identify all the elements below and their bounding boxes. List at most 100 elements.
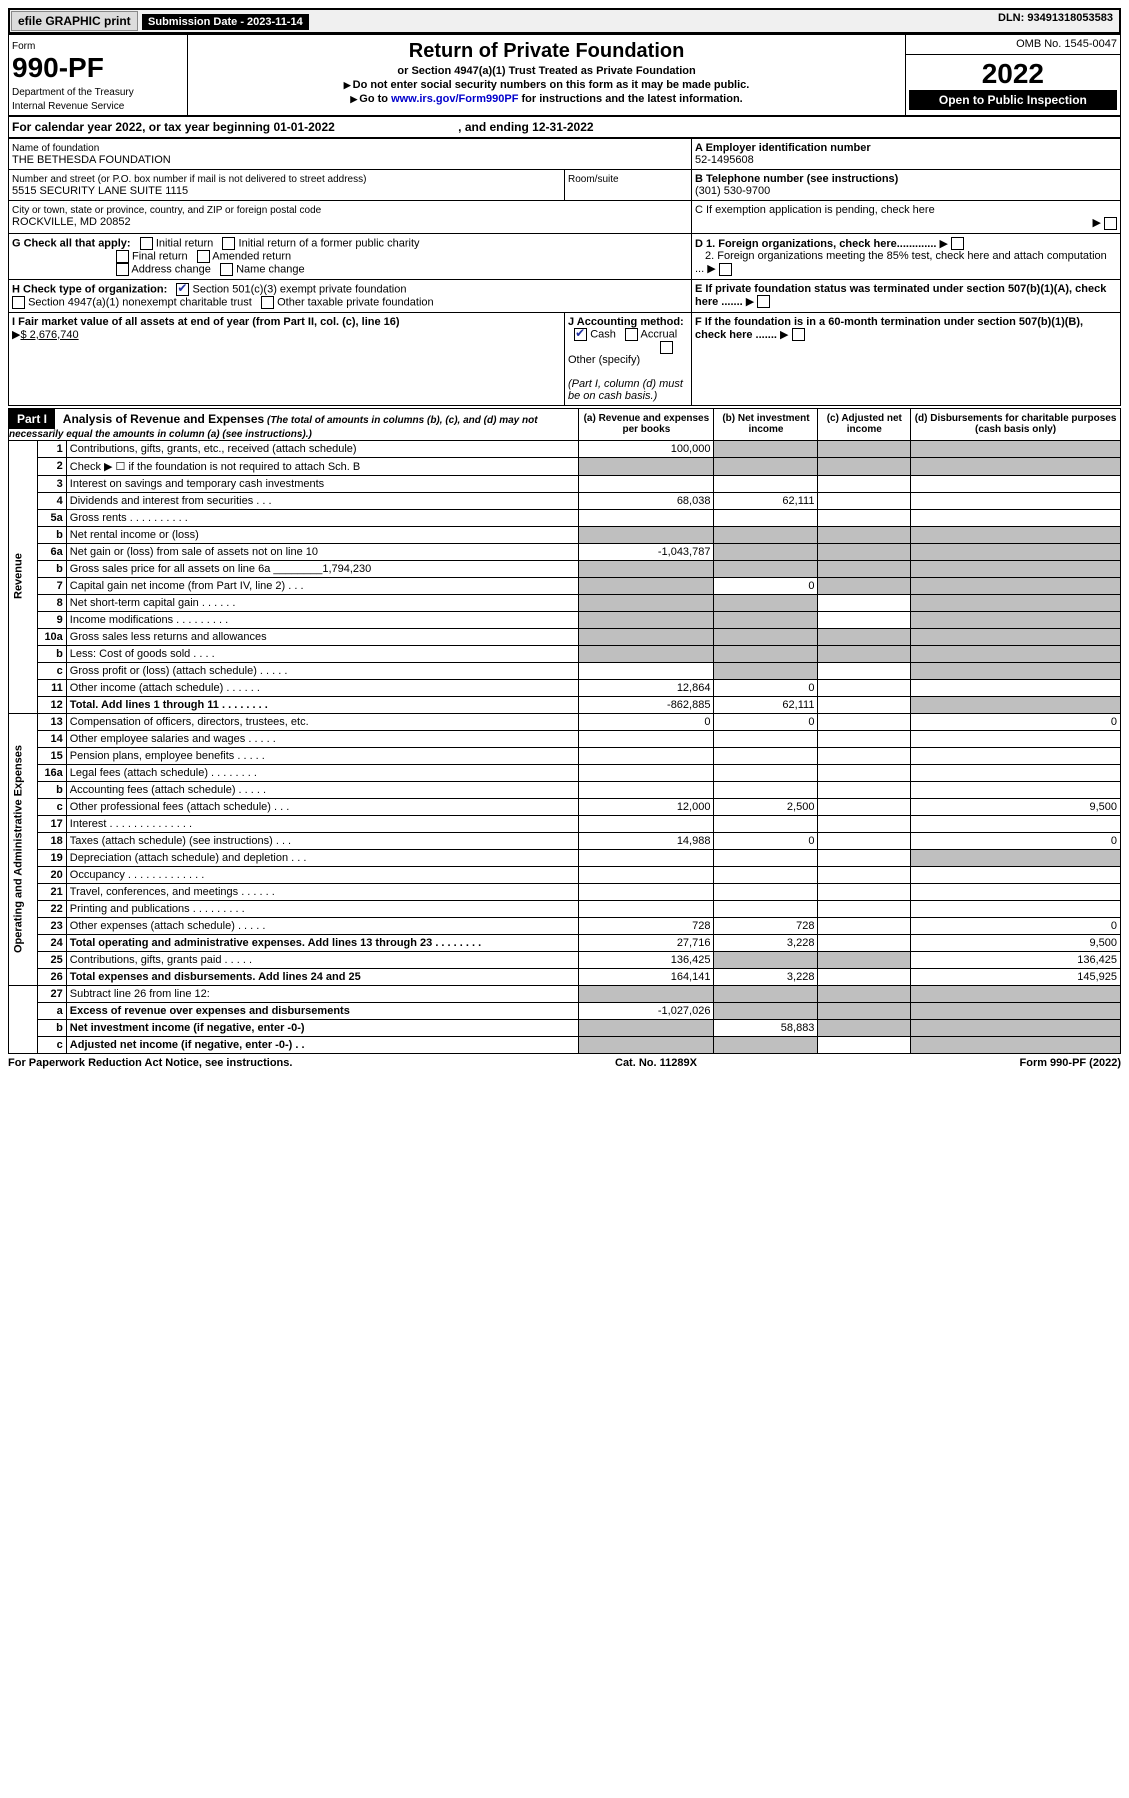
g4-label: Amended return (212, 250, 291, 262)
col-c-value (818, 866, 911, 883)
line-number: b (37, 560, 66, 577)
line-text: Less: Cost of goods sold . . . . (66, 645, 578, 662)
col-c-value (818, 594, 911, 611)
col-d-value: 9,500 (911, 798, 1121, 815)
g3-checkbox[interactable] (116, 250, 129, 263)
col-c-value (818, 526, 911, 543)
cal-end: , and ending 12-31-2022 (458, 120, 593, 134)
g1-checkbox[interactable] (140, 237, 153, 250)
line-text: Legal fees (attach schedule) . . . . . .… (66, 764, 578, 781)
h1-checkbox[interactable] (176, 283, 189, 296)
col-a-value: 12,000 (579, 798, 714, 815)
col-d-value (911, 662, 1121, 679)
table-row: 22Printing and publications . . . . . . … (9, 900, 1121, 917)
col-d-value (911, 679, 1121, 696)
d1-checkbox[interactable] (951, 237, 964, 250)
col-b-value (714, 526, 818, 543)
col-d-value: 9,500 (911, 934, 1121, 951)
j3-checkbox[interactable] (660, 341, 673, 354)
j1-checkbox[interactable] (574, 328, 587, 341)
name-label: Name of foundation (12, 143, 99, 154)
g5-checkbox[interactable] (116, 263, 129, 276)
col-c-value (818, 849, 911, 866)
table-row: 2Check ▶ ☐ if the foundation is not requ… (9, 457, 1121, 475)
i-value: $ 2,676,740 (20, 329, 78, 341)
line-text: Gross profit or (loss) (attach schedule)… (66, 662, 578, 679)
col-b-value: 3,228 (714, 934, 818, 951)
h3-checkbox[interactable] (261, 296, 274, 309)
col-c-value (818, 611, 911, 628)
g6-checkbox[interactable] (220, 263, 233, 276)
d2-checkbox[interactable] (719, 263, 732, 276)
col-b-value: 2,500 (714, 798, 818, 815)
col-c-value (818, 1036, 911, 1053)
h-label: H Check type of organization: (12, 283, 167, 295)
cal-begin: For calendar year 2022, or tax year begi… (12, 120, 335, 134)
col-a-value: 728 (579, 917, 714, 934)
col-b-value (714, 475, 818, 492)
g2-checkbox[interactable] (222, 237, 235, 250)
table-row: 4Dividends and interest from securities … (9, 492, 1121, 509)
g4-checkbox[interactable] (197, 250, 210, 263)
col-d-value (911, 815, 1121, 832)
col-d-value (911, 611, 1121, 628)
col-a-value (579, 611, 714, 628)
line-number: 12 (37, 696, 66, 713)
col-d-value (911, 560, 1121, 577)
col-a-value: 136,425 (579, 951, 714, 968)
irs-link[interactable]: www.irs.gov/Form990PF (391, 93, 518, 105)
col-c-value (818, 968, 911, 985)
h2-checkbox[interactable] (12, 296, 25, 309)
efile-button[interactable]: efile GRAPHIC print (11, 11, 138, 31)
line-number: b (37, 1019, 66, 1036)
line-number: 20 (37, 866, 66, 883)
table-row: 14Other employee salaries and wages . . … (9, 730, 1121, 747)
col-a-value: 12,864 (579, 679, 714, 696)
line-text: Total operating and administrative expen… (66, 934, 578, 951)
table-row: 7Capital gain net income (from Part IV, … (9, 577, 1121, 594)
g1-label: Initial return (156, 237, 213, 249)
col-d-value (911, 628, 1121, 645)
col-c-value (818, 883, 911, 900)
col-a-value (579, 628, 714, 645)
col-c-value (818, 764, 911, 781)
col-a-value (579, 475, 714, 492)
col-b-value (714, 1036, 818, 1053)
j-note: (Part I, column (d) must be on cash basi… (568, 378, 683, 402)
col-b-value (714, 611, 818, 628)
irs-label: Internal Revenue Service (12, 101, 124, 112)
h2-label: Section 4947(a)(1) nonexempt charitable … (28, 296, 252, 308)
col-d-value (911, 696, 1121, 713)
col-b-value: 0 (714, 832, 818, 849)
col-b-value (714, 543, 818, 560)
col-b-value (714, 440, 818, 457)
col-b-value (714, 730, 818, 747)
table-row: 23Other expenses (attach schedule) . . .… (9, 917, 1121, 934)
note-2b: for instructions and the latest informat… (518, 93, 742, 105)
table-row: 18Taxes (attach schedule) (see instructi… (9, 832, 1121, 849)
col-c-value (818, 492, 911, 509)
col-c-value (818, 509, 911, 526)
a-label: A Employer identification number (695, 142, 871, 154)
line-number: b (37, 526, 66, 543)
col-b-value: 62,111 (714, 492, 818, 509)
col-b-value (714, 866, 818, 883)
col-a-value (579, 509, 714, 526)
col-d-value (911, 492, 1121, 509)
line-text: Dividends and interest from securities .… (66, 492, 578, 509)
col-d-value: 0 (911, 917, 1121, 934)
col-b-value: 0 (714, 577, 818, 594)
col-d-value (911, 577, 1121, 594)
table-row: 9Income modifications . . . . . . . . . (9, 611, 1121, 628)
dept-label: Department of the Treasury (12, 87, 134, 98)
g3-label: Final return (132, 250, 188, 262)
f-checkbox[interactable] (792, 328, 805, 341)
c-checkbox[interactable] (1104, 217, 1117, 230)
col-d-value: 145,925 (911, 968, 1121, 985)
j2-checkbox[interactable] (625, 328, 638, 341)
line-number: c (37, 798, 66, 815)
e-checkbox[interactable] (757, 295, 770, 308)
g6-label: Name change (236, 263, 305, 275)
street-label: Number and street (or P.O. box number if… (12, 174, 366, 185)
submission-date: Submission Date - 2023-11-14 (142, 14, 309, 30)
